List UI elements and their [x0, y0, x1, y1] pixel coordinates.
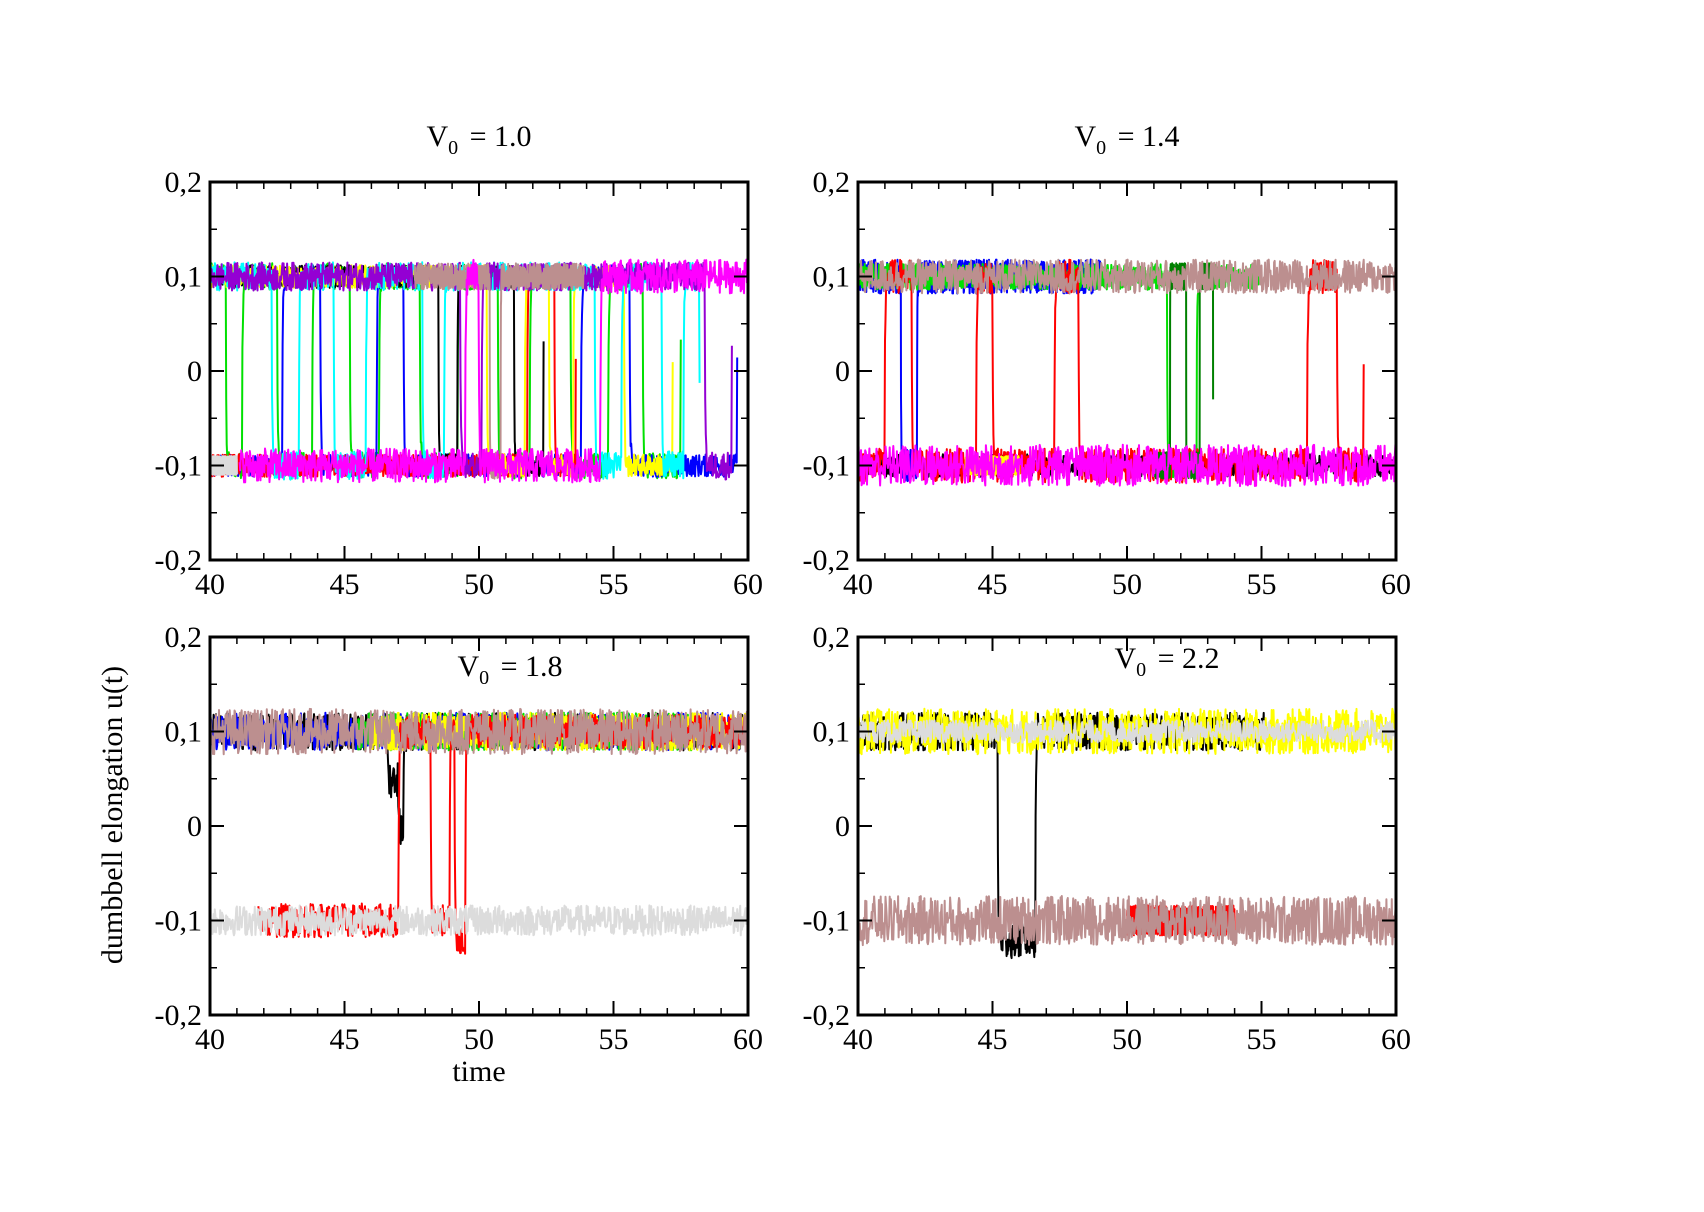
panel-title-suffix: = 1.0: [462, 120, 531, 153]
series-line-brown: [858, 895, 1396, 947]
y-tick-label: -0,2: [155, 999, 203, 1032]
y-axis-label: dumbbell elongation u(t): [96, 666, 129, 964]
plot-area: [858, 258, 1396, 488]
x-tick-label: 40: [843, 568, 873, 601]
series-line-yellow: [858, 707, 1396, 756]
y-tick-label: 0,1: [813, 716, 851, 749]
chart-panel-4: 40 45 50 55 60-0,2-0,100,10,2V0 = 2.2: [803, 621, 1412, 1056]
y-tick-label: -0,1: [155, 450, 203, 483]
x-tick-label: 45: [330, 568, 360, 601]
x-tick-label: 45: [330, 1023, 360, 1056]
panel-title: V0 = 1.8: [457, 650, 562, 689]
panel-title-suffix: = 1.8: [493, 650, 562, 683]
y-tick-label: -0,2: [803, 999, 851, 1032]
plot-area: [210, 258, 748, 484]
x-tick-label: 60: [1381, 568, 1411, 601]
x-tick-label: 60: [1381, 1023, 1411, 1056]
panel-title-prefix: V: [1074, 120, 1096, 153]
x-tick-label: 55: [1247, 1023, 1277, 1056]
x-tick-label: 60: [733, 568, 763, 601]
x-tick-label: 40: [195, 568, 225, 601]
series-line-brown: [858, 258, 1396, 295]
panel-title-suffix: = 1.4: [1110, 120, 1179, 153]
y-tick-label: -0,1: [803, 905, 851, 938]
y-tick-label: 0,1: [813, 261, 851, 294]
x-tick-label: 45: [978, 1023, 1008, 1056]
panel-title-prefix: V: [457, 650, 479, 683]
y-tick-label: -0,1: [803, 450, 851, 483]
chart-panel-2: 40 45 50 55 60-0,2-0,100,10,2V0 = 1.4: [803, 120, 1412, 601]
panel-title-subscript: 0: [1096, 137, 1106, 159]
panel-title-suffix: = 2.2: [1150, 642, 1219, 675]
x-tick-label: 40: [843, 1023, 873, 1056]
panel-title-prefix: V: [1114, 642, 1136, 675]
y-tick-label: -0,2: [803, 544, 851, 577]
series-line-lightgray: [858, 719, 1396, 744]
y-tick-label: 0: [835, 355, 850, 388]
y-tick-label: 0,2: [165, 621, 203, 654]
x-tick-label: 55: [599, 568, 629, 601]
plot-area: [210, 707, 748, 955]
series-line-magenta: [858, 443, 1396, 488]
y-tick-label: 0,1: [165, 716, 203, 749]
series-line-lightgray: [210, 904, 748, 937]
y-tick-label: 0,2: [165, 166, 203, 199]
panel-title: V0 = 1.4: [1074, 120, 1179, 159]
plot-area: [858, 707, 1396, 960]
x-tick-label: 50: [464, 1023, 494, 1056]
y-tick-label: 0,1: [165, 261, 203, 294]
y-tick-label: -0,2: [155, 544, 203, 577]
y-tick-label: -0,1: [155, 905, 203, 938]
x-tick-label: 60: [733, 1023, 763, 1056]
series-line-magenta: [238, 258, 748, 484]
x-tick-label: 50: [1112, 1023, 1142, 1056]
y-tick-label: 0,2: [813, 166, 851, 199]
x-tick-label: 50: [464, 568, 494, 601]
panel-title-subscript: 0: [479, 667, 489, 689]
x-tick-label: 40: [195, 1023, 225, 1056]
panel-title: V0 = 2.2: [1114, 642, 1219, 681]
y-tick-label: 0,2: [813, 621, 851, 654]
panel-title-prefix: V: [426, 120, 448, 153]
y-tick-label: 0: [187, 810, 202, 843]
y-tick-label: 0: [187, 355, 202, 388]
x-axis-label: time: [452, 1055, 505, 1088]
series-line-brown: [210, 707, 748, 756]
x-tick-label: 55: [1247, 568, 1277, 601]
series-line-lightgray: [210, 455, 238, 476]
series-line-purple: [210, 261, 733, 481]
x-tick-label: 45: [978, 568, 1008, 601]
panel-title-subscript: 0: [448, 137, 458, 159]
x-tick-label: 50: [1112, 568, 1142, 601]
panel-title: V0 = 1.0: [426, 120, 531, 159]
y-tick-label: 0: [835, 810, 850, 843]
panels: 40 45 50 55 60-0,2-0,100,10,2V0 = 1.040 45 50 5…: [155, 120, 1412, 1088]
x-tick-label: 55: [599, 1023, 629, 1056]
chart-panel-1: 40 45 50 55 60-0,2-0,100,10,2V0 = 1.0: [155, 120, 764, 601]
panel-title-subscript: 0: [1136, 659, 1146, 681]
